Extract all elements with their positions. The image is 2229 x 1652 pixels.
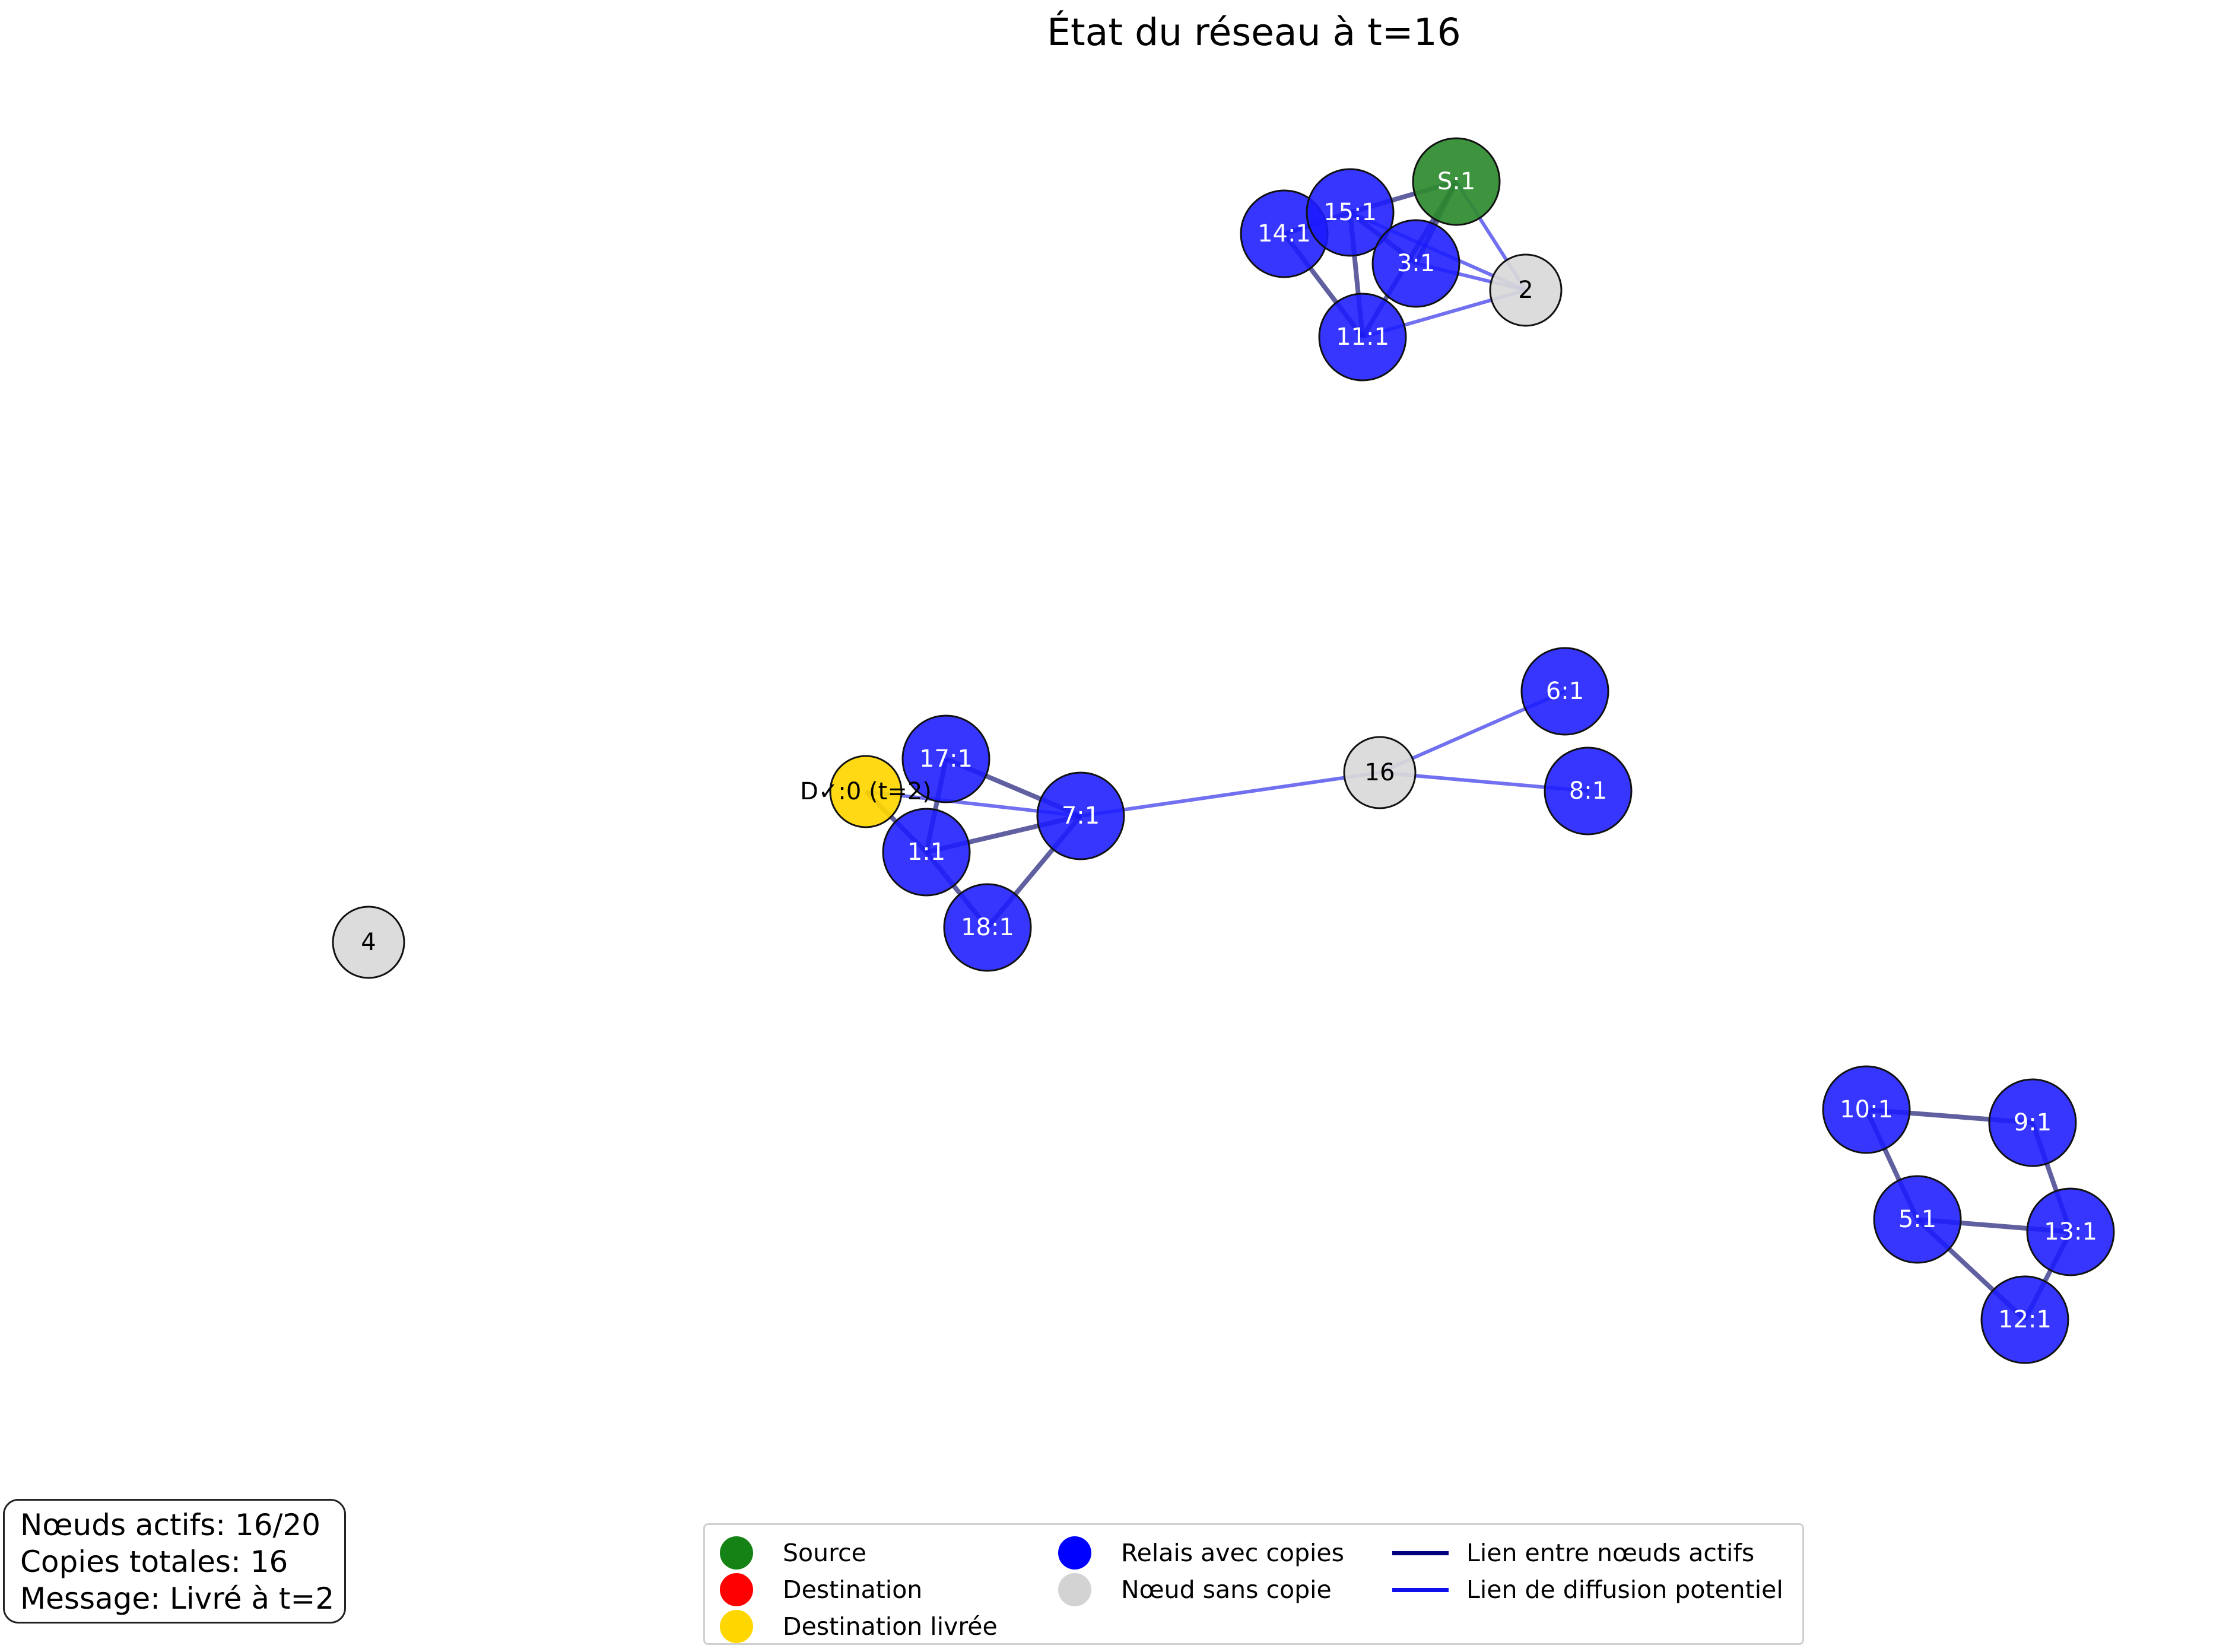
node-label-S: S:1 <box>1437 168 1475 195</box>
legend-label-diffusion-link: Lien de diffusion potentiel <box>1466 1575 1783 1604</box>
node-circle-7 <box>1036 771 1125 860</box>
node-6: 6:1 <box>1520 647 1609 736</box>
node-label-8: 8:1 <box>1569 777 1607 805</box>
node-14: 14:1 <box>1240 189 1329 278</box>
chart-title: État du réseau à t=16 <box>1047 11 1461 54</box>
node-label-2: 2 <box>1518 277 1533 304</box>
node-circle-18 <box>943 883 1032 972</box>
node-label-4: 4 <box>361 929 376 956</box>
node-label-6: 6:1 <box>1546 678 1584 705</box>
node-label-15: 15:1 <box>1323 199 1377 226</box>
node-label-7: 7:1 <box>1062 802 1100 830</box>
legend-label-relay: Relais avec copies <box>1121 1539 1344 1567</box>
node-circle-6 <box>1520 647 1609 736</box>
legend-item-destination: Destination <box>720 1571 922 1608</box>
legend: Source Destination Destination livrée Re… <box>703 1523 1804 1645</box>
node-label-12: 12:1 <box>1998 1306 2052 1333</box>
node-circle-4 <box>332 906 405 979</box>
node-2: 2 <box>1489 253 1563 327</box>
node-label-17: 17:1 <box>919 745 973 773</box>
stats-total-copies: Copies totales: 16 <box>20 1545 288 1579</box>
node-9: 9:1 <box>1988 1078 2077 1167</box>
node-circle-8 <box>1544 746 1633 835</box>
node-label-5: 5:1 <box>1898 1206 1936 1233</box>
node-circle-D <box>829 755 903 828</box>
node-13: 13:1 <box>2026 1187 2115 1276</box>
nodes-layer: S:1 14:1 15:1 3:1 11:1 2 6:1 8:1 16 17:1 D✓:0 (t=2… <box>332 137 2115 1364</box>
edges-layer <box>864 179 2073 1321</box>
legend-swatch-diffusion-link <box>1392 1587 1449 1592</box>
node-label-3: 3:1 <box>1397 250 1435 277</box>
node-3: 3:1 <box>1371 219 1460 308</box>
node-circle-15 <box>1306 168 1395 257</box>
node-label-18: 18:1 <box>961 914 1014 941</box>
node-label-11: 11:1 <box>1336 323 1389 351</box>
node-label-16: 16 <box>1365 759 1395 786</box>
node-label-D: D✓:0 (t=2) <box>800 778 932 805</box>
node-12: 12:1 <box>1980 1275 2069 1364</box>
stats-message-status: Message: Livré à t=2 <box>20 1581 335 1616</box>
node-5: 5:1 <box>1873 1175 1962 1264</box>
node-D: D✓:0 (t=2) <box>800 755 932 828</box>
node-8: 8:1 <box>1544 746 1633 835</box>
node-18: 18:1 <box>943 883 1032 972</box>
node-circle-S <box>1412 137 1501 226</box>
legend-item-relay: Relais avec copies <box>1058 1535 1344 1571</box>
legend-item-active-link: Lien entre nœuds actifs <box>1392 1535 1754 1571</box>
stats-box: Nœuds actifs: 16/20 Copies totales: 16 M… <box>3 1499 346 1624</box>
legend-swatch-destination <box>720 1573 753 1606</box>
node-10: 10:1 <box>1822 1065 1911 1154</box>
node-circle-5 <box>1873 1175 1962 1264</box>
legend-label-source: Source <box>783 1539 866 1567</box>
node-S: S:1 <box>1412 137 1501 226</box>
legend-item-diffusion-link: Lien de diffusion potentiel <box>1392 1571 1783 1608</box>
legend-swatch-no-copy <box>1058 1573 1091 1606</box>
legend-swatch-active-link <box>1392 1551 1449 1555</box>
node-7: 7:1 <box>1036 771 1125 860</box>
node-label-10: 10:1 <box>1840 1096 1893 1123</box>
node-circle-3 <box>1371 219 1460 308</box>
node-16: 16 <box>1343 736 1417 809</box>
legend-item-delivered: Destination livrée <box>720 1608 998 1645</box>
legend-label-destination: Destination <box>783 1575 923 1604</box>
legend-label-no-copy: Nœud sans copie <box>1121 1575 1332 1604</box>
node-circle-17 <box>901 714 990 803</box>
node-4: 4 <box>332 906 405 979</box>
node-circle-9 <box>1988 1078 2077 1167</box>
node-circle-13 <box>2026 1187 2115 1276</box>
edge-16-7 <box>1080 771 1380 818</box>
node-label-9: 9:1 <box>2014 1109 2052 1136</box>
legend-swatch-relay <box>1058 1536 1091 1570</box>
node-1: 1:1 <box>882 808 971 897</box>
legend-label-active-link: Lien entre nœuds actifs <box>1466 1539 1755 1567</box>
legend-swatch-delivered <box>720 1610 753 1643</box>
node-circle-11 <box>1318 293 1407 382</box>
node-circle-12 <box>1980 1275 2069 1364</box>
node-label-14: 14:1 <box>1258 220 1311 247</box>
node-circle-16 <box>1343 736 1417 809</box>
node-17: 17:1 <box>901 714 990 803</box>
legend-item-no-copy: Nœud sans copie <box>1058 1571 1332 1608</box>
legend-item-source: Source <box>720 1535 866 1571</box>
node-circle-2 <box>1489 253 1563 327</box>
stats-active-nodes: Nœuds actifs: 16/20 <box>20 1508 321 1542</box>
node-circle-10 <box>1822 1065 1911 1154</box>
legend-label-delivered: Destination livrée <box>783 1612 998 1641</box>
node-circle-1 <box>882 808 971 897</box>
node-11: 11:1 <box>1318 293 1407 382</box>
node-15: 15:1 <box>1306 168 1395 257</box>
legend-swatch-source <box>720 1536 753 1570</box>
node-label-13: 13:1 <box>2044 1218 2097 1246</box>
node-label-1: 1:1 <box>907 838 945 866</box>
